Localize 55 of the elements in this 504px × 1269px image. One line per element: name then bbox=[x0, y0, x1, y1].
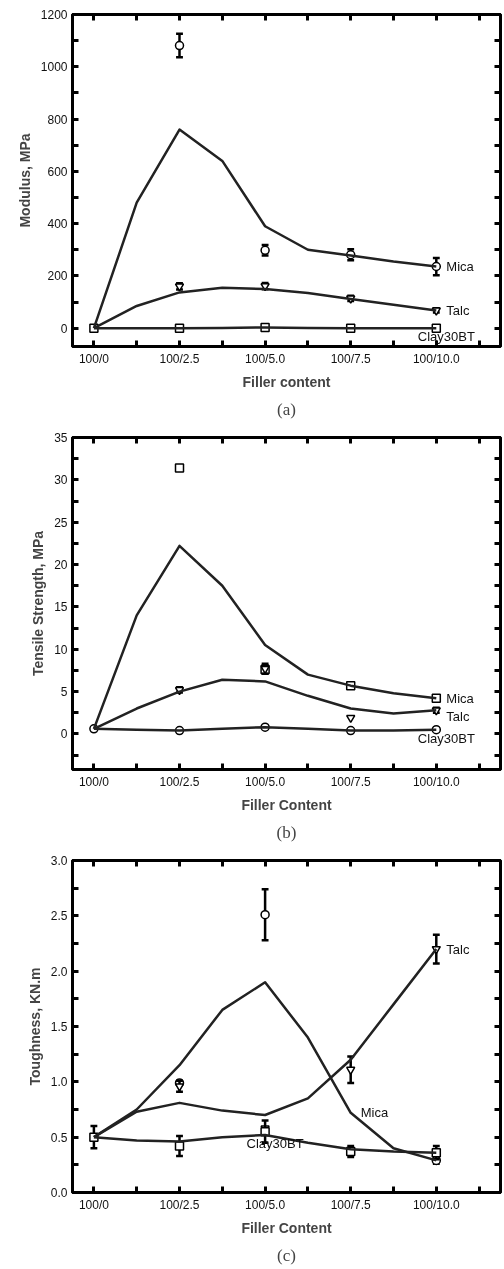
y-tick-label: 1200 bbox=[40, 8, 68, 22]
x-tick-label: 100/10.0 bbox=[412, 1197, 460, 1212]
text: (b) bbox=[276, 822, 297, 842]
annotation: Clay30BT bbox=[246, 1135, 304, 1151]
x-tick-label: 100/0 bbox=[78, 351, 110, 366]
y-tick-label: 400 bbox=[47, 217, 68, 232]
annotation: Talc bbox=[446, 708, 470, 724]
x-tick-label: 100/5.0 bbox=[245, 774, 286, 789]
y-axis-title: Tensile Strength, MPa bbox=[30, 530, 47, 677]
y-tick-label: 1000 bbox=[40, 60, 68, 75]
y-tick-label: 0.5 bbox=[50, 1130, 68, 1145]
annotation: Mica bbox=[446, 690, 475, 706]
text: (a) bbox=[277, 399, 296, 419]
x-tick-label: 100/5.0 bbox=[245, 1197, 286, 1212]
annotation: Talc bbox=[446, 941, 470, 957]
y-tick-label: 25 bbox=[54, 515, 68, 530]
x-axis-title: Filler Content bbox=[241, 1219, 332, 1236]
y-tick-label: 1.5 bbox=[50, 1020, 68, 1034]
y-tick-label: 0 bbox=[60, 727, 68, 742]
y-tick-label: 2.5 bbox=[50, 909, 68, 924]
y-tick-label: 30 bbox=[54, 473, 68, 488]
x-tick-label: 100/10.0 bbox=[412, 774, 460, 789]
y-tick-label: 15 bbox=[54, 600, 68, 615]
annotation: Clay30BT bbox=[417, 329, 475, 345]
x-tick-label: 100/2.5 bbox=[159, 351, 200, 366]
y-axis-title: Modulus, MPa bbox=[16, 133, 33, 228]
annotation: Mica bbox=[360, 1105, 389, 1121]
y-tick-label: 200 bbox=[47, 269, 68, 284]
y-tick-label: 0.0 bbox=[50, 1186, 68, 1200]
x-axis-title: Filler content bbox=[242, 373, 331, 390]
annotation: Talc bbox=[446, 302, 470, 318]
y-tick-label: 600 bbox=[47, 164, 68, 179]
x-tick-label: 100/7.5 bbox=[330, 351, 372, 366]
x-tick-label: 100/2.5 bbox=[159, 1197, 200, 1212]
annotation: Clay30BT bbox=[417, 730, 475, 746]
y-axis-title: Toughness, KN.m bbox=[26, 967, 43, 1086]
annotation: Mica bbox=[446, 259, 475, 275]
y-tick-label: 0 bbox=[60, 321, 68, 336]
x-axis-title: Filler Content bbox=[241, 796, 332, 813]
y-tick-label: 20 bbox=[54, 558, 68, 573]
text: (c) bbox=[277, 1245, 296, 1265]
y-tick-label: 5 bbox=[60, 685, 68, 700]
x-tick-label: 100/0 bbox=[78, 774, 110, 789]
y-tick-label: 800 bbox=[47, 112, 68, 127]
x-tick-label: 100/5.0 bbox=[245, 351, 286, 366]
x-tick-label: 100/2.5 bbox=[159, 774, 200, 789]
x-tick-label: 100/0 bbox=[78, 1197, 110, 1212]
y-tick-label: 2.0 bbox=[50, 964, 68, 979]
x-tick-label: 100/10.0 bbox=[412, 351, 460, 366]
y-tick-label: 1.0 bbox=[50, 1075, 68, 1090]
y-tick-label: 3.0 bbox=[50, 854, 68, 868]
y-tick-label: 10 bbox=[54, 642, 68, 657]
y-tick-label: 35 bbox=[54, 431, 68, 445]
x-tick-label: 100/7.5 bbox=[330, 774, 372, 789]
x-tick-label: 100/7.5 bbox=[330, 1197, 372, 1212]
